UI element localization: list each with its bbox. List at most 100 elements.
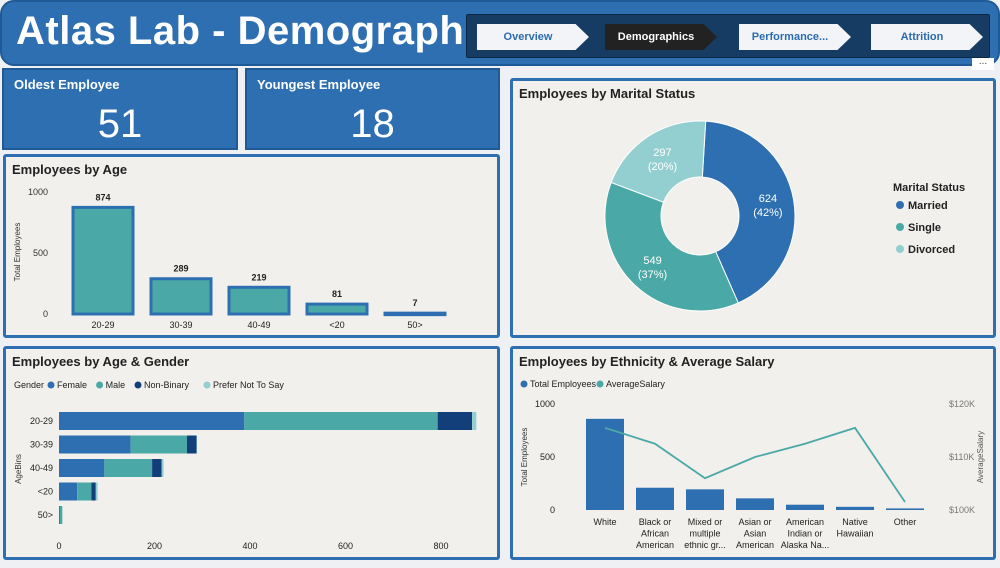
gender-x-tick: 800 — [433, 541, 448, 551]
marital-slice-divorced[interactable] — [610, 120, 707, 203]
eth-y2-tick: $110K — [949, 452, 974, 462]
eth-legend-average-salary: AverageSalary — [606, 379, 665, 389]
gender-legend-prefer-not-to-say: Prefer Not To Say — [213, 380, 284, 390]
age-data-label: 219 — [251, 272, 266, 282]
chart-title-marital: Employees by Marital Status — [519, 86, 696, 101]
gender-bar-20-non-binary[interactable] — [91, 482, 96, 501]
age-bar-20 — [305, 302, 369, 316]
marital-legend-divorced: Divorced — [908, 244, 955, 256]
gender-bar-30-39-female[interactable] — [59, 435, 131, 454]
eth-y2-axis-label: AverageSalary — [976, 431, 985, 483]
eth-x-tick: American — [736, 540, 774, 550]
gender-bar-20-29-female[interactable] — [59, 412, 245, 430]
gender-bar-50-male[interactable] — [59, 506, 63, 524]
gender-bar-30-39-male[interactable] — [130, 435, 187, 454]
gender-bar-20-29-prefer-not-to-say[interactable] — [472, 412, 477, 430]
gender-legend-swatch — [47, 381, 55, 389]
age-y-tick: 1000 — [28, 187, 48, 197]
gender-legend-female: Female — [57, 380, 87, 390]
marital-legend-swatch — [896, 245, 904, 253]
gender-bar-20-female[interactable] — [59, 482, 78, 501]
age-x-tick: 50> — [407, 320, 422, 330]
gender-y-axis-label: AgeBins — [14, 454, 23, 484]
gender-bar-40-49-non-binary[interactable] — [152, 459, 162, 477]
kpi-oldest-value: 51 — [97, 102, 143, 146]
eth-y-axis-label: Total Employees — [520, 428, 529, 487]
eth-x-tick: African — [641, 529, 669, 539]
kpi-youngest-value: 18 — [350, 102, 395, 146]
gender-legend-male: Male — [106, 380, 126, 390]
marital-legend-title: Marital Status — [893, 182, 965, 194]
eth-x-tick: Mixed or — [688, 517, 723, 527]
tab-attrition[interactable]: Attrition — [871, 24, 983, 50]
header-banner: Atlas Lab - Demographics Overview Demogr… — [0, 0, 1000, 66]
ethnicity-chart: Total Employees AverageSalary Total Employ… — [520, 379, 985, 550]
marital-pct-label: (20%) — [648, 161, 677, 173]
chart-title-ethnicity: Employees by Ethnicity & Average Salary — [519, 354, 775, 369]
eth-bar-black-or-african-american[interactable] — [636, 487, 674, 510]
eth-salary-line — [604, 426, 906, 503]
marital-chart: 624 (42%) 549 (37%) 297 (20%) Marital Status Ma… — [604, 120, 965, 312]
eth-x-tick: Alaska Na... — [781, 540, 830, 550]
tab-performance[interactable]: Performance... — [739, 24, 851, 50]
marital-legend-swatch — [896, 223, 904, 231]
gender-bar-30-39-non-binary[interactable] — [186, 435, 197, 454]
card-employees-by-age: Employees by Age Total Employees 1000 500 0… — [3, 154, 500, 338]
eth-bar-white[interactable] — [586, 418, 624, 510]
age-data-label: 7 — [412, 298, 417, 308]
page-title: Atlas Lab - Demographics — [16, 9, 522, 53]
card-marital-status: Employees by Marital Status 624 (42%) 549 (… — [510, 78, 996, 338]
tab-demographics[interactable]: Demographics — [605, 24, 717, 50]
kpi-youngest-label: Youngest Employee — [257, 77, 381, 92]
age-x-tick: 30-39 — [169, 320, 192, 330]
eth-x-tick: Asian — [744, 529, 767, 539]
marital-slice-married[interactable] — [701, 120, 796, 304]
age-data-label: 81 — [332, 289, 342, 299]
eth-x-tick: multiple — [689, 529, 720, 539]
age-x-tick: 40-49 — [247, 320, 270, 330]
eth-legend-swatch — [596, 380, 604, 388]
gender-bar-20-prefer-not-to-say[interactable] — [95, 482, 98, 501]
marital-legend-married: Married — [908, 200, 948, 212]
card-ethnicity-salary: Employees by Ethnicity & Average Salary … — [510, 346, 996, 560]
gender-bar-20-29-male[interactable] — [244, 412, 438, 430]
eth-x-tick: Indian or — [787, 529, 822, 539]
card-age-gender: Employees by Age & Gender Gender Female Ma… — [3, 346, 500, 560]
eth-x-tick: Asian or — [738, 517, 771, 527]
eth-y2-tick: $100K — [949, 505, 975, 515]
eth-legend-swatch — [520, 380, 528, 388]
gender-y-tick: 30-39 — [30, 440, 53, 450]
marital-slice-single[interactable] — [604, 181, 739, 312]
more-options-icon[interactable]: ... — [972, 57, 994, 70]
age-gender-chart: Gender Female Male Non-Binary Prefer Not To … — [14, 380, 477, 551]
gender-y-tick: 40-49 — [30, 463, 53, 473]
eth-bar-native-hawaiian[interactable] — [836, 506, 874, 510]
gender-x-tick: 200 — [147, 541, 162, 551]
age-bar-40-49 — [227, 285, 291, 316]
eth-y-tick: 500 — [540, 452, 555, 462]
age-chart: Total Employees 1000 500 0 874 20-29 289 30-39 2… — [13, 187, 447, 330]
eth-x-tick: American — [636, 540, 674, 550]
gender-bar-50-female[interactable] — [59, 506, 60, 524]
marital-legend-swatch — [896, 201, 904, 209]
chart-title-age-gender: Employees by Age & Gender — [12, 354, 190, 369]
eth-bar-mixed-or-multiple-ethnic-gr[interactable] — [686, 489, 724, 510]
gender-bar-40-49-female[interactable] — [59, 459, 105, 477]
eth-bar-other[interactable] — [886, 508, 924, 510]
gender-bar-40-49-male[interactable] — [104, 459, 153, 477]
gender-x-tick: 0 — [56, 541, 61, 551]
eth-x-tick: Black or — [639, 517, 672, 527]
eth-y-tick: 1000 — [535, 399, 555, 409]
page-navigator: Overview Demographics Performance... Att… — [466, 14, 990, 58]
gender-bar-20-male[interactable] — [77, 482, 92, 501]
gender-bar-40-49-prefer-not-to-say[interactable] — [161, 459, 164, 477]
eth-bar-american-indian-or-alaska-na[interactable] — [786, 504, 824, 510]
gender-bar-20-29-non-binary[interactable] — [437, 412, 473, 430]
kpi-youngest-employee: Youngest Employee 18 — [245, 68, 500, 150]
tab-overview[interactable]: Overview — [477, 24, 589, 50]
eth-y2-tick: $120K — [949, 399, 975, 409]
gender-x-tick: 400 — [242, 541, 257, 551]
eth-bar-asian-or-asian-american[interactable] — [736, 498, 774, 510]
gender-x-tick: 600 — [338, 541, 353, 551]
age-y-tick: 0 — [43, 309, 48, 319]
